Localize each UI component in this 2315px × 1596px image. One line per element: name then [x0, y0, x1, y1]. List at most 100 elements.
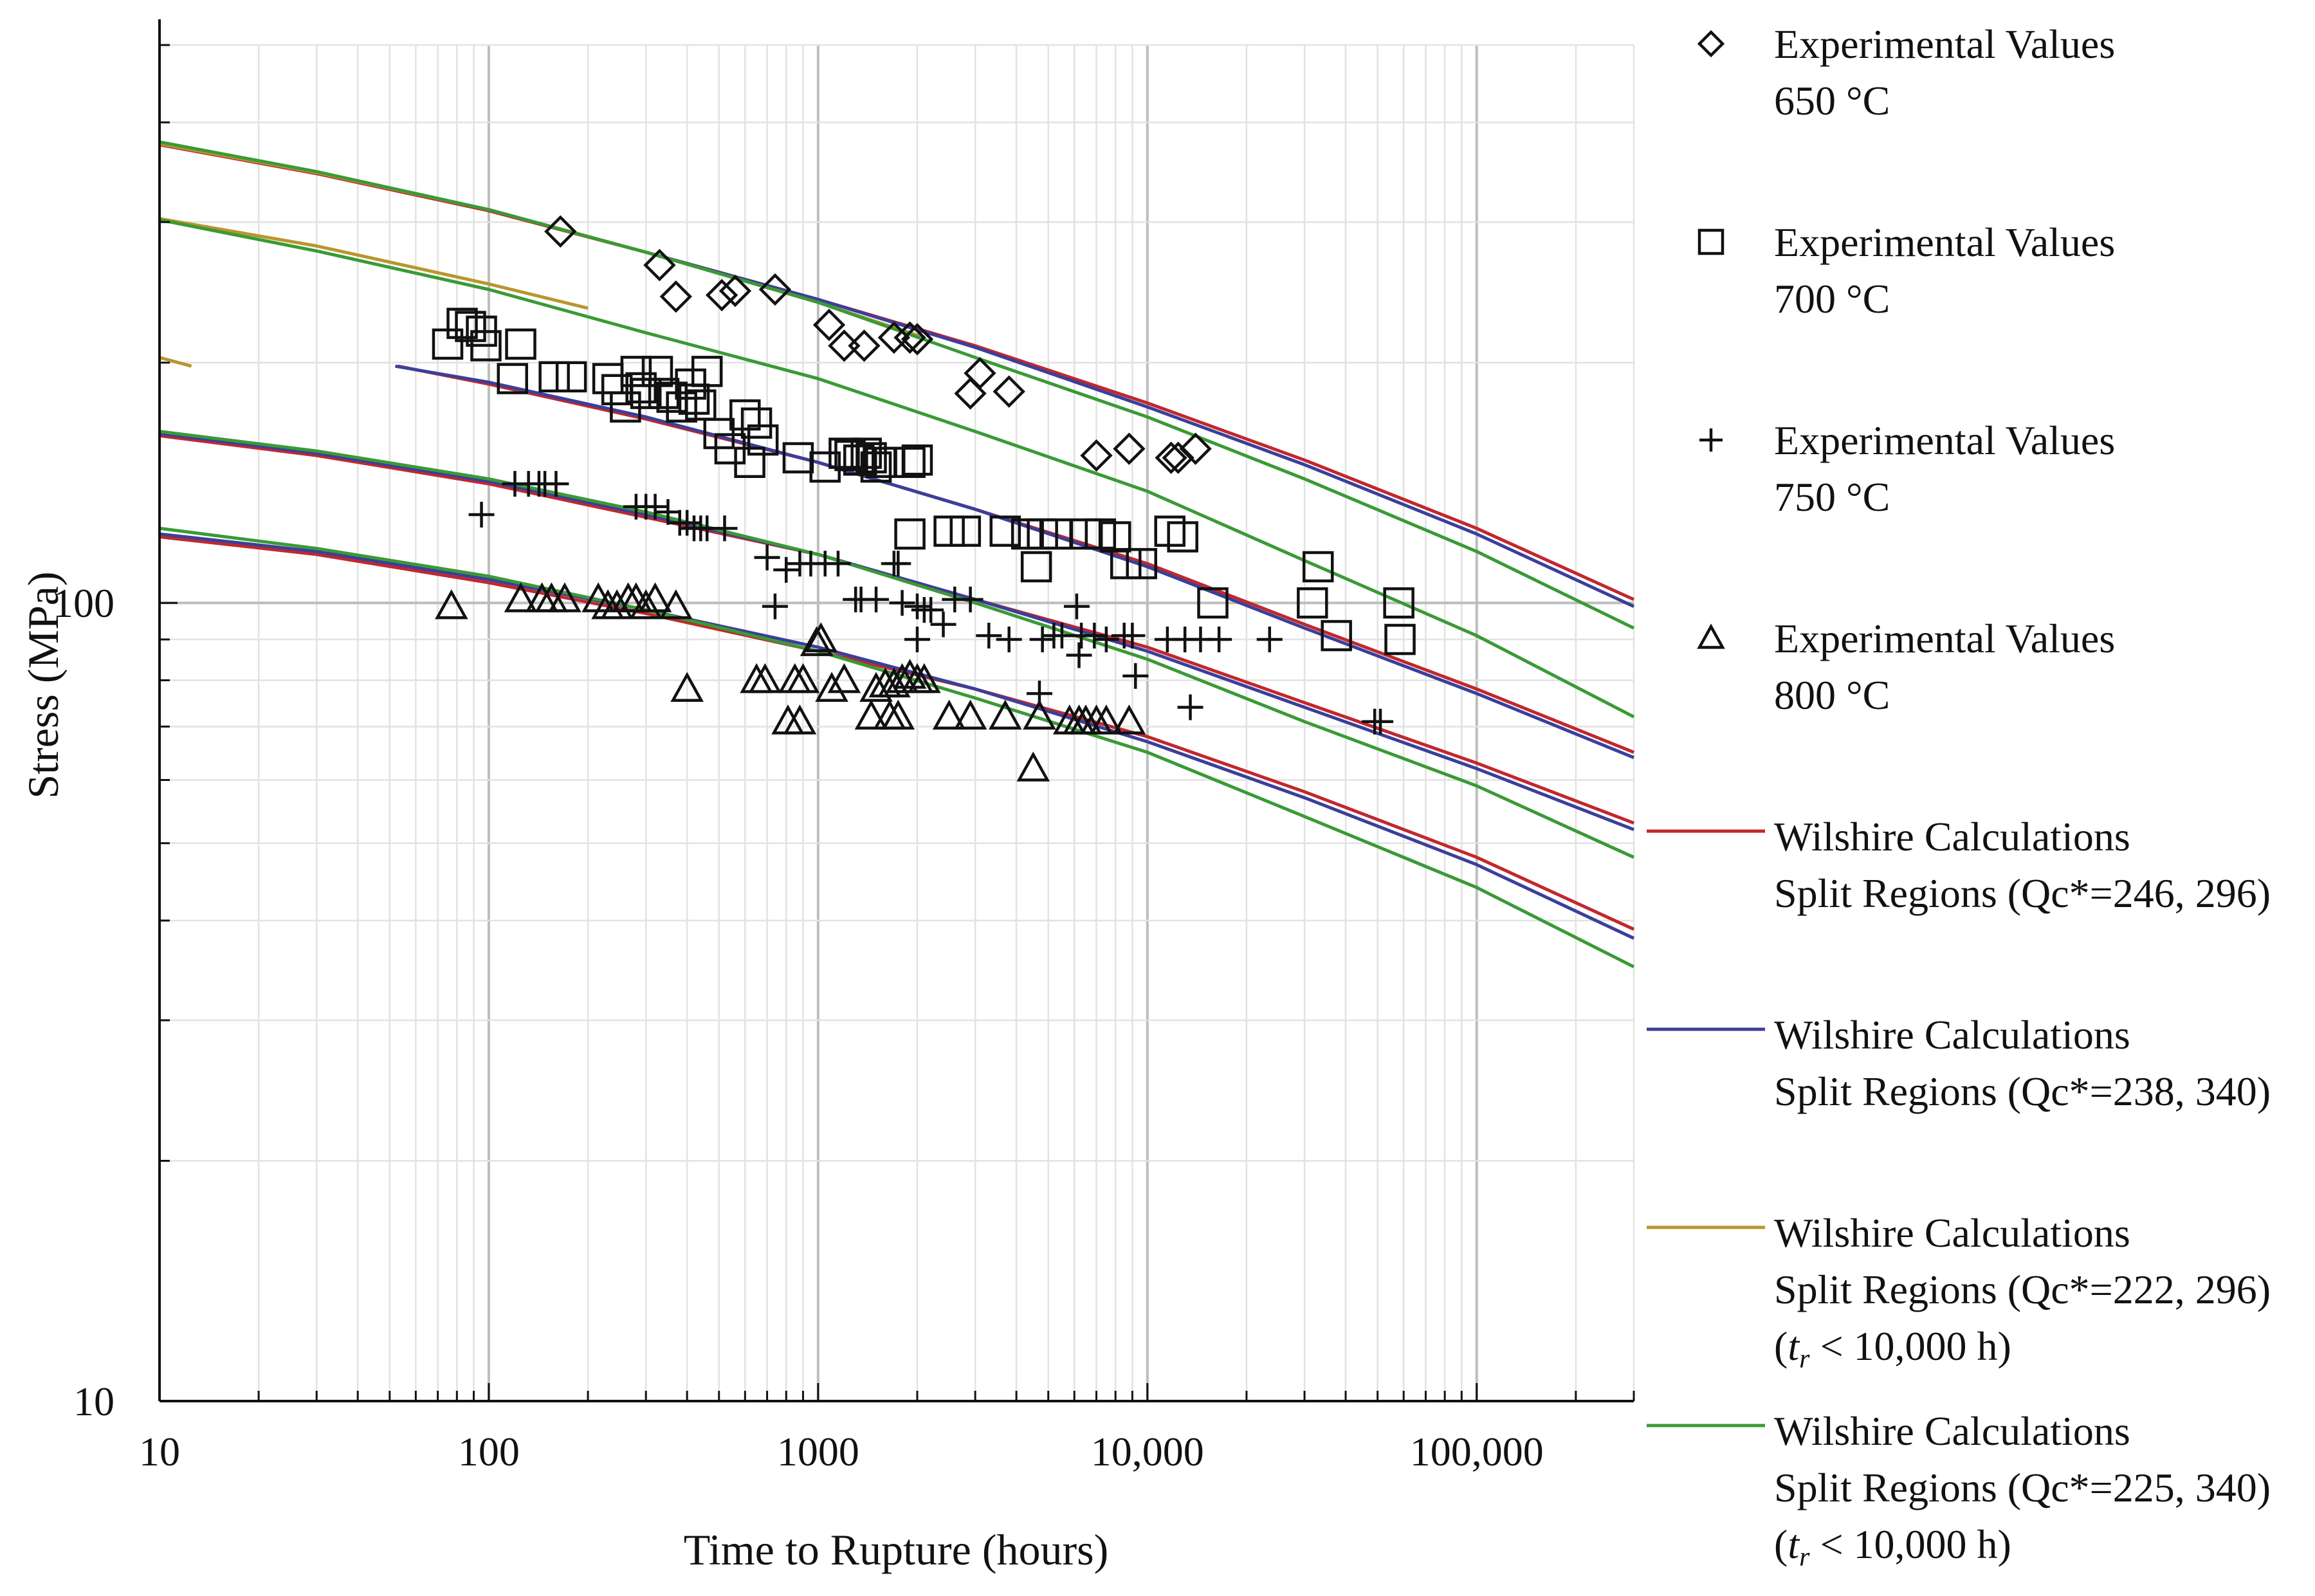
- legend-label: 650 °C: [1774, 78, 1890, 124]
- square-point: [641, 356, 673, 387]
- square-point: [834, 439, 866, 472]
- legend-label: Wilshire Calculations: [1774, 1210, 2130, 1256]
- legend-label: Wilshire Calculations: [1774, 814, 2130, 859]
- plus-point: [957, 586, 984, 612]
- model-curve: [159, 535, 1635, 931]
- diamond-point: [893, 321, 926, 354]
- triangle-point: [800, 626, 834, 656]
- plus-point: [863, 586, 890, 612]
- plus-point: [543, 471, 569, 497]
- square-point: [1020, 551, 1052, 583]
- square-point: [1126, 547, 1157, 580]
- plus-point: [762, 593, 788, 619]
- diamond-point: [544, 215, 577, 248]
- triangle-point: [783, 704, 817, 735]
- model-curve: [159, 432, 1634, 831]
- square-point: [843, 444, 875, 476]
- legend-label: Split Regions (Qc*=238, 340): [1774, 1069, 2271, 1114]
- square-point: [630, 378, 662, 409]
- square-point: [1321, 619, 1352, 652]
- square-point: [1383, 587, 1414, 619]
- plus-point: [773, 556, 800, 583]
- diamond-point: [812, 308, 846, 342]
- triangle-point: [435, 589, 468, 619]
- model-curve: [159, 142, 925, 340]
- triangle-point: [786, 663, 820, 693]
- legend-label: Wilshire Calculations: [1774, 1012, 2130, 1058]
- legend-plus-symbol: [1699, 428, 1723, 452]
- plus-point: [1066, 642, 1092, 668]
- triangle-point: [854, 699, 888, 730]
- triangle-point: [1023, 699, 1056, 730]
- square-point: [1099, 521, 1131, 553]
- triangle-point: [629, 589, 663, 619]
- square-point: [729, 399, 761, 431]
- grid: [158, 44, 1635, 1402]
- square-point: [894, 518, 926, 550]
- legend-triangle-symbol: [1697, 623, 1725, 649]
- plus-point: [885, 551, 911, 577]
- triangle-point: [893, 659, 927, 689]
- tick-labels: 10 100 1000 10,000 100,000 10 100: [53, 580, 1544, 1474]
- diamond-point: [848, 329, 881, 362]
- plus-point: [889, 590, 915, 616]
- x-tick-label: 100,000: [1410, 1429, 1544, 1474]
- legend-label: Experimental Values: [1774, 616, 2115, 661]
- triangle-point: [1090, 704, 1123, 735]
- legend-label: (tr < 10,000 h): [1774, 1521, 2011, 1572]
- model-curve: [159, 532, 1635, 940]
- plus-point: [674, 509, 700, 536]
- curves: [159, 140, 1635, 969]
- plus-point: [1368, 708, 1394, 735]
- diamond-point: [993, 375, 1025, 408]
- plus-point: [1063, 593, 1090, 619]
- square-point: [901, 444, 933, 476]
- square-point: [1303, 551, 1334, 583]
- y-tick-label: 10: [73, 1379, 114, 1424]
- diamond-point: [758, 273, 792, 306]
- plus-point: [1029, 627, 1056, 653]
- diamond-point: [1179, 432, 1212, 465]
- plus-point: [930, 611, 956, 637]
- axes: [158, 19, 1635, 1402]
- triangle-point: [827, 663, 861, 693]
- legend-label: Split Regions (Qc*=246, 296): [1774, 870, 2271, 916]
- square-point: [505, 328, 536, 360]
- legend-square-symbol: [1697, 228, 1725, 255]
- triangle-point: [1016, 751, 1050, 782]
- legend-label: 750 °C: [1774, 474, 1890, 520]
- legend-label: 700 °C: [1774, 276, 1890, 322]
- plus-point: [1256, 627, 1283, 653]
- square-point: [1297, 587, 1328, 619]
- plus-point: [996, 627, 1022, 653]
- triangle-point: [748, 663, 782, 693]
- plus-point: [711, 515, 738, 542]
- triangle-point: [988, 699, 1022, 730]
- square-point: [933, 515, 965, 547]
- triangle-point: [548, 582, 581, 612]
- triangle-point: [881, 699, 915, 730]
- plus-point: [976, 623, 1002, 649]
- diamond-point: [877, 321, 911, 354]
- square-point: [740, 407, 773, 439]
- diamond-point: [901, 323, 934, 356]
- plus-point: [1206, 627, 1232, 653]
- plus-point: [468, 502, 495, 528]
- square-point: [691, 356, 723, 387]
- diamond-point: [659, 280, 693, 313]
- square-point: [747, 424, 779, 456]
- square-point: [1011, 518, 1043, 550]
- plus-point: [1081, 623, 1108, 649]
- triangle-point: [885, 663, 919, 693]
- diamond-point: [1155, 441, 1187, 474]
- plus-point: [754, 544, 780, 571]
- square-point: [625, 372, 657, 404]
- triangle-point: [804, 622, 838, 652]
- triangle-point: [908, 663, 941, 693]
- plus-point: [904, 627, 930, 653]
- model-curve: [159, 218, 1635, 719]
- plus-point: [642, 493, 668, 520]
- square-point: [1384, 623, 1416, 656]
- x-tick-label: 1000: [777, 1429, 859, 1474]
